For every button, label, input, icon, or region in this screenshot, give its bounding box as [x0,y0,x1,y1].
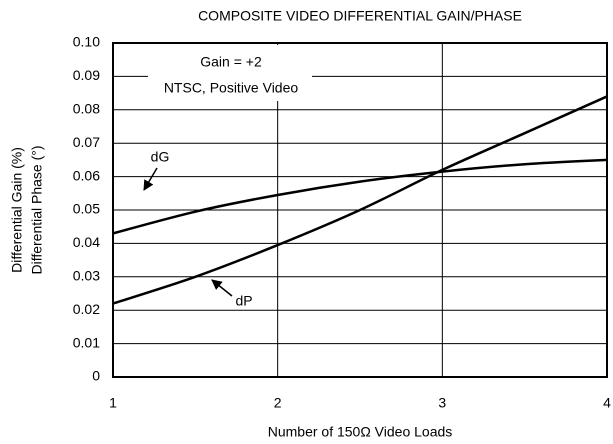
series-label: dP [235,293,252,309]
y-tick-label: 0.09 [73,67,100,83]
label-arrow [211,279,233,297]
x-tick-label: 2 [274,395,282,411]
y-tick-label: 0.06 [73,167,100,183]
series-label: dG [151,149,170,165]
annotation: Gain = +2 [200,54,262,70]
y-tick-label: 0.08 [73,101,100,117]
y-tick-label: 0.03 [73,268,100,284]
x-tick-label: 3 [438,395,446,411]
y-tick-label: 0.10 [73,34,100,50]
annotation-box [148,45,312,101]
y-axis-label: Differential Gain (%) [9,147,25,273]
y-axis-label: Differential Phase (°) [29,145,45,274]
x-tick-label: 4 [603,395,611,411]
plot-frame [112,42,608,378]
y-tick-label: 0 [92,368,100,384]
x-axis-label: Number of 150Ω Video Loads [268,424,453,440]
annotation: NTSC, Positive Video [164,80,299,96]
y-tick-label: 0.07 [73,134,100,150]
data-line [112,158,608,235]
x-tick-label: 1 [109,395,117,411]
y-tick-label: 0.04 [73,234,100,250]
y-tick-label: 0.02 [73,301,100,317]
chart-title: COMPOSITE VIDEO DIFFERENTIAL GAIN/PHASE [198,8,522,24]
data-line [112,95,608,305]
label-arrow [143,167,158,191]
y-tick-label: 0.05 [73,201,100,217]
y-tick-label: 0.01 [73,334,100,350]
